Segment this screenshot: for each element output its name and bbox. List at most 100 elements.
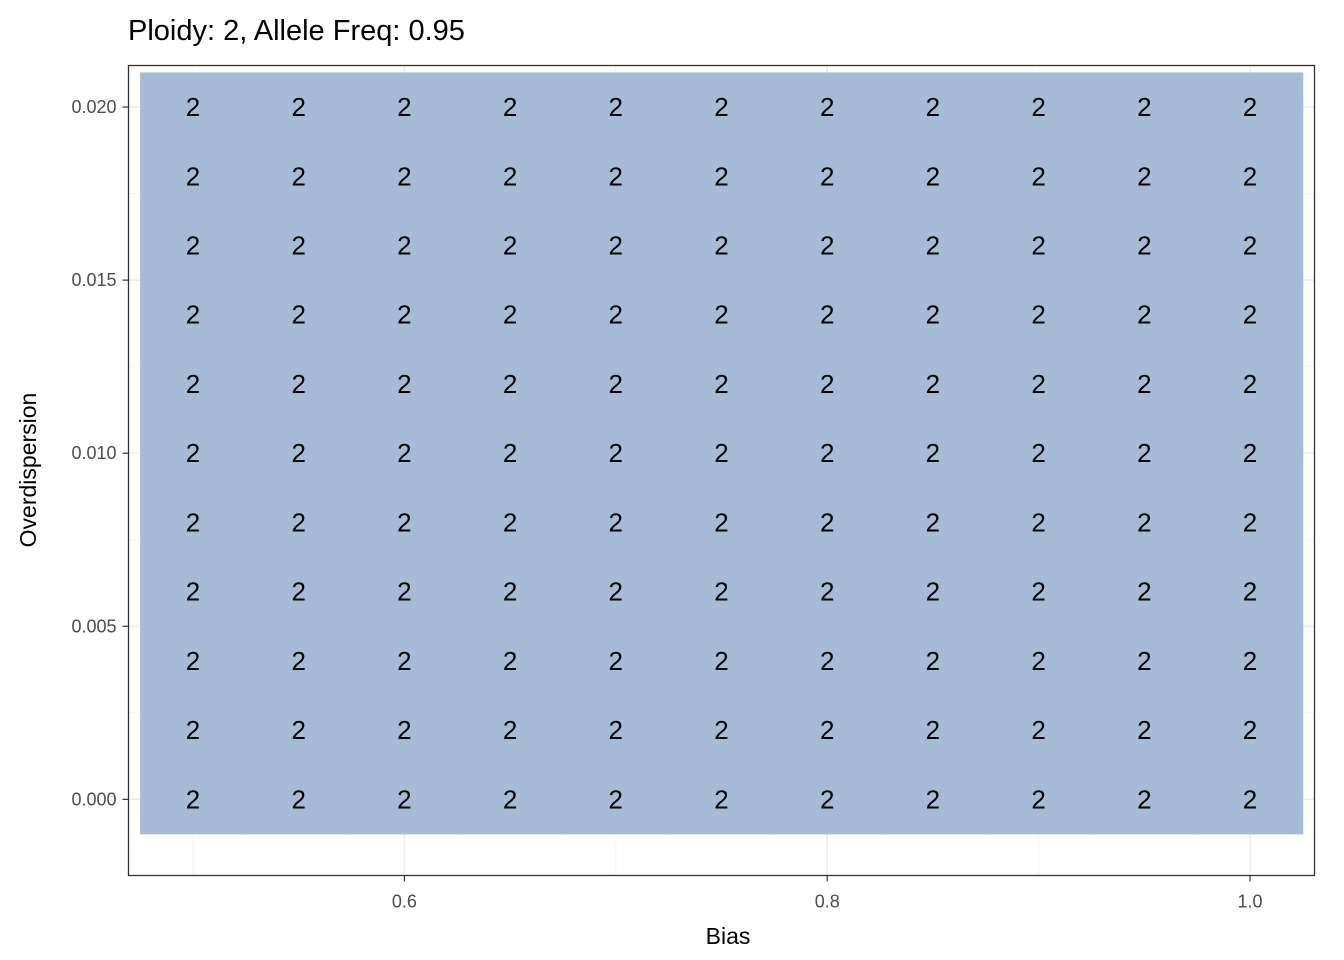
heatmap-tile <box>985 557 1092 627</box>
cell-value-label: 2 <box>1137 507 1151 537</box>
heatmap-tile <box>140 141 247 212</box>
heatmap-tile <box>140 487 247 558</box>
heatmap-tile <box>985 418 1092 489</box>
heatmap-tile <box>562 280 670 350</box>
heatmap-tile <box>457 280 564 350</box>
cell-value-label: 2 <box>1137 92 1151 122</box>
cell-value-label: 2 <box>503 715 517 745</box>
cell-value-label: 2 <box>926 646 940 676</box>
cell-value-label: 2 <box>1137 161 1151 191</box>
cell-value-label: 2 <box>1243 161 1257 191</box>
cell-value-label: 2 <box>397 369 411 399</box>
heatmap-tile <box>1091 764 1198 835</box>
cell-value-label: 2 <box>820 438 834 468</box>
heatmap-tile <box>562 557 670 627</box>
heatmap-tile <box>457 210 564 281</box>
cell-value-label: 2 <box>1137 369 1151 399</box>
cell-value-label: 2 <box>714 507 728 537</box>
cell-value-label: 2 <box>186 231 200 261</box>
heatmap-tile <box>985 626 1092 696</box>
cell-value-label: 2 <box>609 92 623 122</box>
heatmap-tile <box>457 695 564 766</box>
cell-value-label: 2 <box>926 438 940 468</box>
cell-value-label: 2 <box>714 577 728 607</box>
heatmap-tile <box>880 487 987 558</box>
cell-value-label: 2 <box>926 231 940 261</box>
heatmap-tile <box>668 141 775 212</box>
cell-value-label: 2 <box>1137 646 1151 676</box>
cell-value-label: 2 <box>397 715 411 745</box>
cell-value-label: 2 <box>714 438 728 468</box>
heatmap-tile <box>562 764 670 835</box>
cell-value-label: 2 <box>397 92 411 122</box>
cell-value-label: 2 <box>714 92 728 122</box>
heatmap-tile <box>774 487 881 558</box>
cell-value-label: 2 <box>186 784 200 814</box>
heatmap-tile <box>457 349 564 419</box>
heatmap-tile <box>985 141 1092 212</box>
cell-value-label: 2 <box>1243 438 1257 468</box>
heatmap-tile <box>245 626 352 696</box>
x-axis-title: Bias <box>706 923 751 949</box>
cell-value-label: 2 <box>1243 231 1257 261</box>
cell-value-label: 2 <box>397 300 411 330</box>
heatmap-tile <box>668 280 775 350</box>
heatmap-tile <box>1091 695 1198 766</box>
cell-value-label: 2 <box>820 161 834 191</box>
cell-value-label: 2 <box>186 577 200 607</box>
cell-value-label: 2 <box>714 784 728 814</box>
cell-value-label: 2 <box>186 161 200 191</box>
cell-value-label: 2 <box>820 369 834 399</box>
cell-value-label: 2 <box>1243 577 1257 607</box>
cell-value-label: 2 <box>1031 646 1045 676</box>
heatmap-tile <box>140 557 247 627</box>
chart-title: Ploidy: 2, Allele Freq: 0.95 <box>128 15 465 47</box>
cell-value-label: 2 <box>291 438 305 468</box>
cell-value-label: 2 <box>397 784 411 814</box>
cell-value-label: 2 <box>1243 92 1257 122</box>
y-tick-label: 0.015 <box>71 270 116 290</box>
cell-value-label: 2 <box>291 715 305 745</box>
heatmap-tile <box>245 210 352 281</box>
heatmap-tile <box>880 418 987 489</box>
y-tick-label: 0.020 <box>71 97 116 117</box>
cell-value-label: 2 <box>186 715 200 745</box>
cell-value-label: 2 <box>609 715 623 745</box>
cell-value-label: 2 <box>503 161 517 191</box>
heatmap-tile <box>457 487 564 558</box>
heatmap-tile <box>140 72 247 143</box>
heatmap-tile <box>562 695 670 766</box>
heatmap-tile <box>457 626 564 696</box>
heatmap-tile <box>140 210 247 281</box>
x-axis: 0.6 0.8 1.0 <box>392 875 1263 912</box>
heatmap-tile <box>1197 280 1304 350</box>
cell-value-label: 2 <box>186 92 200 122</box>
heatmap-tile <box>1091 418 1198 489</box>
heatmap-tile <box>1197 764 1304 835</box>
cell-value-label: 2 <box>503 369 517 399</box>
cell-value-label: 2 <box>397 507 411 537</box>
heatmap-tile <box>1091 557 1198 627</box>
heatmap-tile <box>880 141 987 212</box>
cell-value-label: 2 <box>820 646 834 676</box>
heatmap-tile <box>880 764 987 835</box>
heatmap-tile <box>774 72 881 143</box>
cell-value-label: 2 <box>926 784 940 814</box>
cell-value-label: 2 <box>926 369 940 399</box>
heatmap-tile <box>351 764 458 835</box>
y-axis-title: Overdispersion <box>15 393 41 548</box>
heatmap-tile <box>668 72 775 143</box>
cell-value-label: 2 <box>1031 369 1045 399</box>
heatmap-tile <box>668 557 775 627</box>
heatmap-tile <box>985 764 1092 835</box>
cell-value-label: 2 <box>926 300 940 330</box>
y-tick-label: 0.000 <box>71 789 116 809</box>
heatmap-tile <box>1197 72 1304 143</box>
cell-value-label: 2 <box>1243 300 1257 330</box>
cell-value-label: 2 <box>291 646 305 676</box>
heatmap-tile <box>774 280 881 350</box>
heatmap-tile <box>245 418 352 489</box>
heatmap-tile <box>880 557 987 627</box>
heatmap-tile <box>351 626 458 696</box>
heatmap-tile <box>1197 141 1304 212</box>
